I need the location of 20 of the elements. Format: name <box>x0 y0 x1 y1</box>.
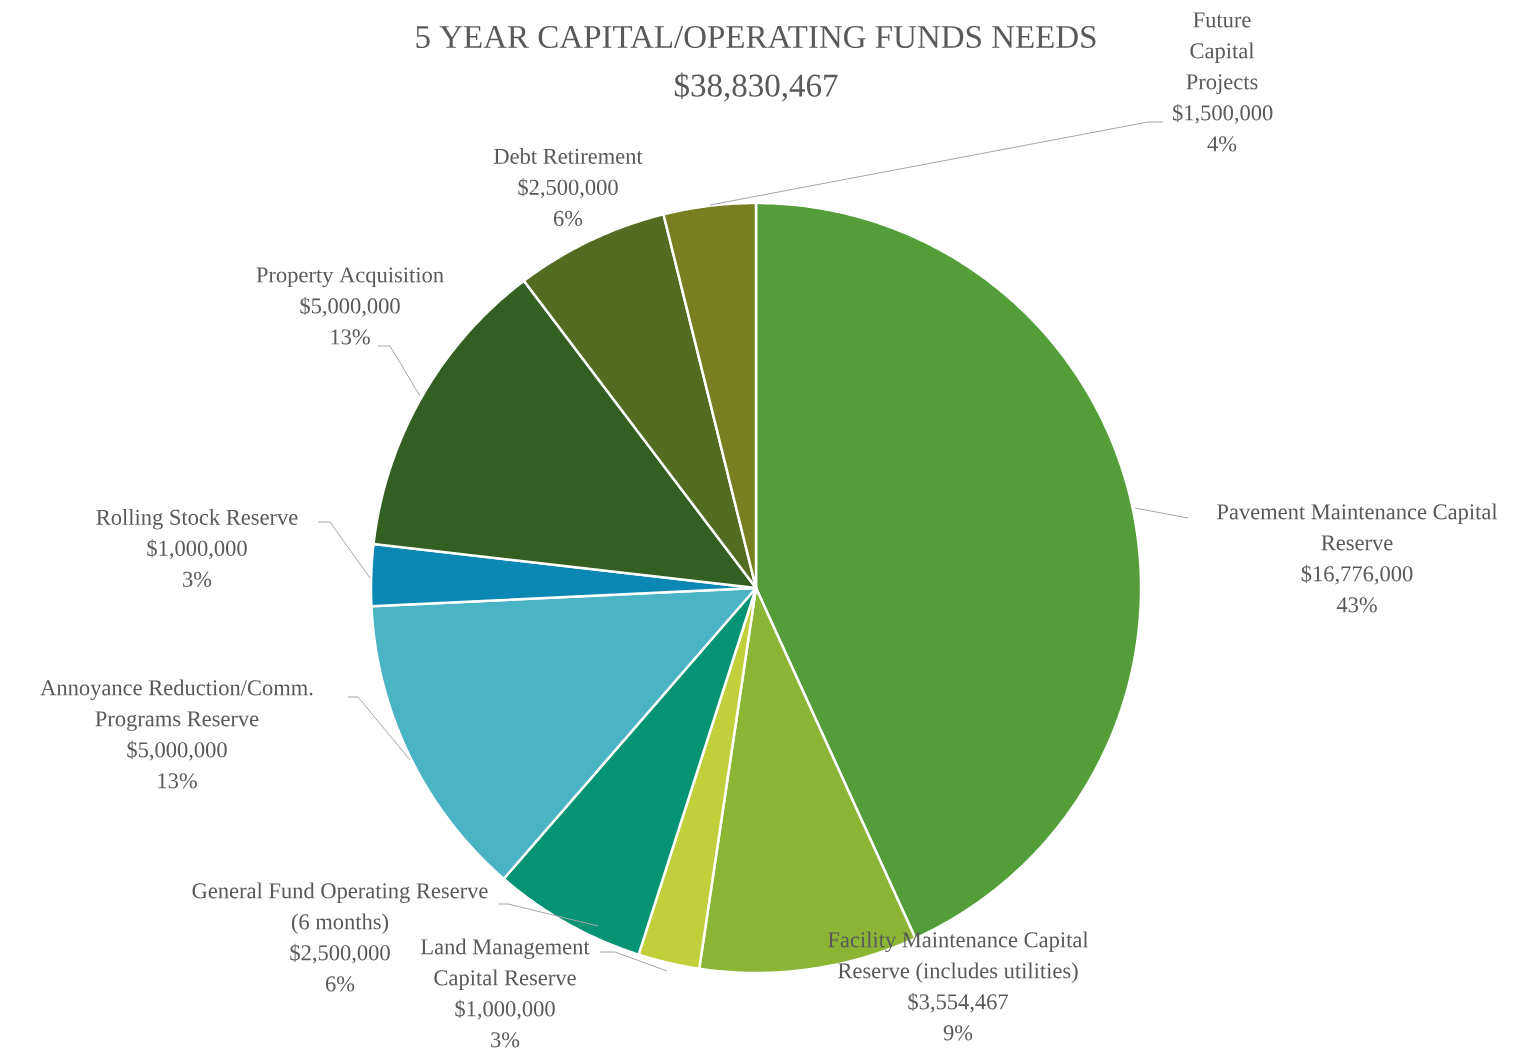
data-label: $1,000,000 3% <box>147 539 247 587</box>
chart-title: 5 YEAR CAPITAL/OPERATING FUNDS NEEDS <box>416 25 1096 49</box>
data-label: $2,500,000 6% <box>290 943 390 992</box>
data-label: $5,000,000 13% <box>127 740 227 789</box>
slice-label: Pavement Maintenance Capital Reserve <box>1217 503 1498 551</box>
data-label: $3,554,467 9% <box>908 992 1008 1041</box>
slice-label: Annoyance Reduction/Comm. Programs Reserve <box>40 679 313 732</box>
slice-label: Debt Retirement <box>493 148 643 164</box>
text: $38,830,467 <box>674 72 838 102</box>
slice-label: Land Management Capital Reserve <box>420 938 590 990</box>
slice-label: Future Capital Projects <box>1186 12 1258 95</box>
data-label: $1,000,000 3% <box>455 999 555 1048</box>
data-label: $16,776,000 43% <box>1301 564 1413 613</box>
slice-label: Property Acquisition <box>256 267 444 288</box>
data-label: $1,500,000 4% <box>1172 103 1273 152</box>
slice-label: General Fund Operating Reserve (6 months) <box>192 882 488 934</box>
data-label: $2,500,000 6% <box>518 178 618 226</box>
data-label: $5,000,000 13% <box>300 297 400 345</box>
slice-label: Facility Maintenance Capital Reserve (includes utilities) <box>828 931 1089 983</box>
slice-label: Rolling Stock Reserve <box>96 509 298 530</box>
